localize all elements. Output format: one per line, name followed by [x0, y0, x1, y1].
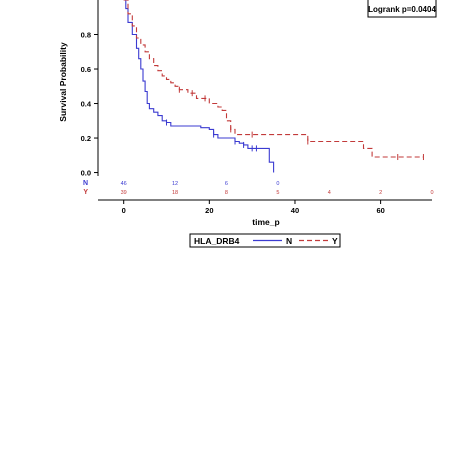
y-ticks: 0.0 0.2 0.4 0.6 0.8	[81, 31, 98, 178]
legend: HLA_DRB4 N Y	[189, 233, 341, 248]
survival-curves	[123, 0, 424, 173]
risk-row-label: N	[83, 180, 88, 187]
y-axis-label: Survival Probability	[58, 42, 68, 122]
x-tick-label: 0	[122, 206, 126, 215]
y-tick-label: 0.8	[81, 31, 91, 40]
risk-count: 39	[121, 190, 127, 196]
x-ticks: 0 20 40 60	[122, 200, 385, 215]
logrank-box: Logrank p=0.0404	[367, 0, 437, 18]
risk-count: 12	[172, 181, 178, 187]
risk-count: 8	[225, 190, 228, 196]
risk-table: N 46 12 6 0 Y 39 18 8 5 4 2 0	[83, 180, 434, 196]
legend-title: HLA_DRB4	[194, 236, 240, 246]
censor-marks	[166, 86, 424, 161]
y-tick-label: 0.4	[81, 100, 92, 109]
risk-count: 0	[276, 181, 279, 187]
x-tick-label: 40	[291, 206, 299, 215]
y-tick-label: 0.6	[81, 65, 91, 74]
risk-count: 46	[121, 181, 127, 187]
x-axis-label: time_p	[252, 217, 279, 227]
risk-count: 6	[225, 181, 228, 187]
risk-count: 4	[328, 190, 331, 196]
risk-row-label: Y	[83, 189, 88, 196]
risk-count: 2	[379, 190, 382, 196]
legend-label-y: Y	[332, 236, 338, 246]
y-tick-label: 0.0	[81, 169, 91, 178]
risk-count: 5	[276, 190, 279, 196]
risk-count: 0	[430, 190, 433, 196]
legend-label-n: N	[286, 236, 292, 246]
logrank-text: Logrank p=0.0404	[368, 5, 436, 14]
x-tick-label: 60	[376, 206, 384, 215]
risk-count: 18	[172, 190, 178, 196]
series-n-line	[123, 0, 275, 173]
series-y-line	[123, 0, 424, 158]
x-tick-label: 20	[205, 206, 213, 215]
y-tick-label: 0.2	[81, 134, 91, 143]
